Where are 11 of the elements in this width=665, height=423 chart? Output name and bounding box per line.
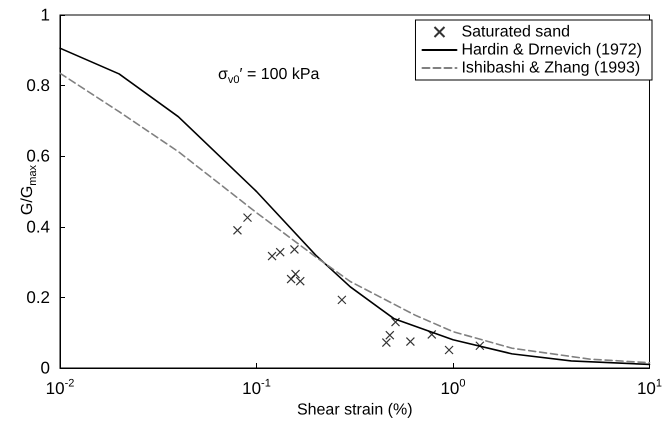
legend-label: Saturated sand <box>461 24 570 40</box>
y-tick-label: 0.8 <box>26 76 50 96</box>
y-tick-label: 1 <box>40 6 50 24</box>
y-tick-label: 0.6 <box>26 146 50 166</box>
annotation: σ$_{v0}$′ = 100 kPa <box>218 66 320 86</box>
y-tick-label: 0.4 <box>26 217 50 236</box>
legend-label: Ishibashi & Zhang (1993) <box>461 60 640 76</box>
legend-label: Hardin & Drnevich (1972) <box>461 42 642 58</box>
y-tick-label: 0 <box>40 358 50 378</box>
x-axis-title: Shear strain (%) <box>296 402 413 418</box>
y-tick-label: 0.2 <box>26 288 50 307</box>
